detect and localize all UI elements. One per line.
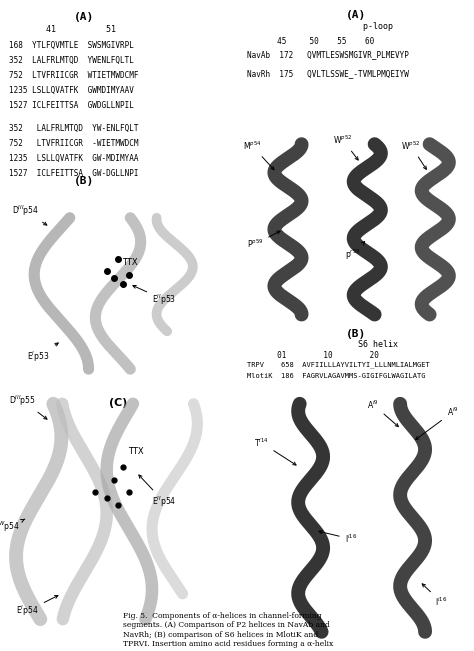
Text: MlotiK  186  FAGRVLAGAVMMS-GIGIFGLWAGILATG: MlotiK 186 FAGRVLAGAVMMS-GIGIFGLWAGILATG [247,374,426,380]
Text: M$^{p54}$: M$^{p54}$ [243,139,274,170]
Text: Fig. 5.  Components of α-helices in channel-forming
segments. (A) Comparison of : Fig. 5. Components of α-helices in chann… [123,612,334,648]
Text: I$^{i16}$: I$^{i16}$ [422,584,447,609]
Text: E$^{I}$p53: E$^{I}$p53 [27,343,58,364]
Text: (B): (B) [346,329,366,339]
Text: 01        10        20: 01 10 20 [254,352,379,361]
Text: D$^{III}$p54: D$^{III}$p54 [11,204,47,225]
Text: P$^{p59}$: P$^{p59}$ [247,231,280,250]
Text: NavAb  172   QVMTLESWSMGIVR̲PLMEVYP: NavAb 172 QVMTLESWSMGIVR̲PLMEVYP [247,50,409,59]
Text: (A): (A) [74,12,94,22]
Text: (A): (A) [346,10,366,20]
Text: S6 helix: S6 helix [313,340,399,350]
Text: E$^{I}$p54: E$^{I}$p54 [16,596,58,618]
Text: T$^{i14}$: T$^{i14}$ [254,436,296,465]
Text: 168  YTLFQVMTLE  SWSMGIVRPL: 168 YTLFQVMTLE SWSMGIVRPL [9,40,134,49]
Text: TRPV    658  AVFIILLLAYVILTYI̲LLLNMLIALMGET: TRPV 658 AVFIILLLAYVILTYI̲LLLNMLIALMGET [247,361,430,368]
Text: 45     50    55    60: 45 50 55 60 [254,36,374,46]
Text: W$^{p52}$: W$^{p52}$ [401,139,426,169]
Text: 41          51: 41 51 [16,25,116,35]
Text: 752   LTVFRIICGR  -WIETMWDCM: 752 LTVFRIICGR -WIETMWDCM [9,139,139,148]
Text: TTX: TTX [121,258,137,267]
Text: $^W$p54: $^W$p54 [0,519,25,534]
Text: 352  LALFRLMTQD  YWENLFQLTL: 352 LALFRLMTQD YWENLFQLTL [9,56,134,64]
Text: 1527 ICLFEITTSA  GWDGLLNPIL: 1527 ICLFEITTSA GWDGLLNPIL [9,101,134,110]
Text: A$^{i9}$: A$^{i9}$ [367,398,398,426]
Text: 1235  LSLLQVATFK  GW-MDIMYAA: 1235 LSLLQVATFK GW-MDIMYAA [9,154,139,163]
Text: A$^{i9}$: A$^{i9}$ [416,406,458,439]
Text: 1235 LSLLQVATFK  GWMDIMYAAV: 1235 LSLLQVATFK GWMDIMYAAV [9,86,134,95]
Text: D$^{III}$p55: D$^{III}$p55 [9,393,47,419]
Text: E$^{II}$p54: E$^{II}$p54 [139,475,176,509]
Text: 1527  ICLFEITTSA  GW-DGLLNPI: 1527 ICLFEITTSA GW-DGLLNPI [9,169,139,178]
Text: (B): (B) [74,176,94,186]
Text: (C): (C) [109,398,127,408]
Text: W$^{p52}$: W$^{p52}$ [333,133,358,160]
Text: 752  LTVFRIICGR  WTIETMWDCMF: 752 LTVFRIICGR WTIETMWDCMF [9,71,139,80]
Text: NavRh  175   QVLTLSSWE̲-TVMLPMQEIYW: NavRh 175 QVLTLSSWE̲-TVMLPMQEIYW [247,69,409,78]
Text: 352   LALFRLMTQD  YW-ENLFQLT: 352 LALFRLMTQD YW-ENLFQLT [9,124,139,133]
Text: TTX: TTX [128,447,144,456]
Text: p-loop: p-loop [319,21,393,31]
Text: I$^{i16}$: I$^{i16}$ [319,531,357,545]
Text: p$^{r59}$: p$^{r59}$ [345,242,365,262]
Text: E$^{II}$p53: E$^{II}$p53 [133,285,176,307]
